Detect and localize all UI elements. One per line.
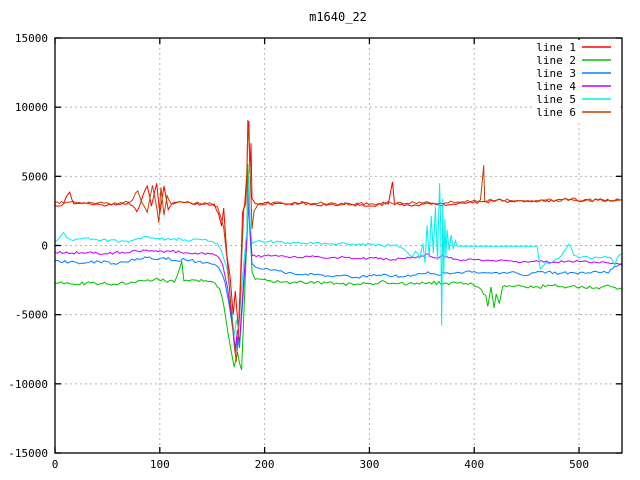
axis-labels: 0 100 200 300 400 500 -15000 -10000 -5000 0 5000 10… [8,32,589,471]
x-tick-label: 500 [569,458,589,471]
legend-entry: line 4 [536,80,611,93]
legend-entry: line 1 [536,41,611,54]
y-tick-label: -10000 [8,378,48,391]
legend-background [533,40,621,122]
series-line-2 [54,163,623,371]
legend-label: line 2 [536,54,576,67]
series-line-6 [54,119,623,362]
x-tick-label: 100 [150,458,170,471]
x-tick-label: 300 [359,458,379,471]
y-tick-label: 10000 [15,101,48,114]
series-line-4 [54,180,623,350]
legend-label: line 3 [536,67,576,80]
axes-frame [54,37,623,454]
legend-label: line 5 [536,93,576,106]
series-line-5 [54,176,623,336]
x-tick-label: 0 [52,458,59,471]
legend-entry: line 5 [536,93,611,106]
series-line-1 [54,120,623,330]
legend-label: line 6 [536,106,576,119]
x-tick-label: 200 [255,458,275,471]
y-tick-label: 0 [41,240,48,253]
legend-entry: line 2 [536,54,611,67]
y-tick-label: -5000 [15,309,48,322]
series-line-3 [54,202,623,354]
y-tick-label: 15000 [15,32,48,45]
legend-entry: line 6 [536,106,611,119]
chart-title: m1640_22 [309,10,367,24]
y-tick-label: -15000 [8,447,48,460]
grid [55,38,622,453]
legend-entry: line 3 [536,67,611,80]
x-tick-label: 400 [464,458,484,471]
legend-label: line 4 [536,80,576,93]
legend-label: line 1 [536,41,576,54]
y-tick-label: 5000 [22,170,49,183]
series-lines [54,119,623,371]
